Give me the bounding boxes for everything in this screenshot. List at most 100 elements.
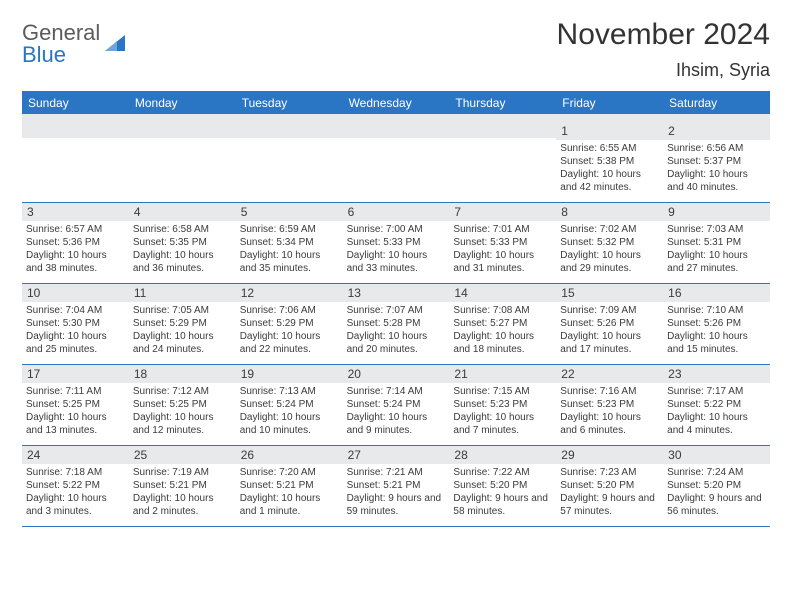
day-sr: Sunrise: 7:04 AM: [26, 304, 125, 317]
day-ss: Sunset: 5:29 PM: [133, 317, 232, 330]
day-detail: Sunrise: 7:09 AMSunset: 5:26 PMDaylight:…: [556, 302, 663, 362]
day-number: 27: [343, 446, 450, 464]
day-dl: Daylight: 10 hours and 6 minutes.: [560, 411, 659, 437]
day-detail: Sunrise: 7:07 AMSunset: 5:28 PMDaylight:…: [343, 302, 450, 362]
day-number: [129, 122, 236, 138]
day-cell: 18Sunrise: 7:12 AMSunset: 5:25 PMDayligh…: [129, 365, 236, 445]
day-ss: Sunset: 5:36 PM: [26, 236, 125, 249]
brand-word-2: Blue: [22, 42, 66, 67]
day-detail: Sunrise: 7:15 AMSunset: 5:23 PMDaylight:…: [449, 383, 556, 443]
dow-tuesday: Tuesday: [236, 92, 343, 114]
day-sr: Sunrise: 7:10 AM: [667, 304, 766, 317]
day-number: 5: [236, 203, 343, 221]
day-dl: Daylight: 9 hours and 59 minutes.: [347, 492, 446, 518]
day-cell: 30Sunrise: 7:24 AMSunset: 5:20 PMDayligh…: [663, 446, 770, 526]
day-ss: Sunset: 5:29 PM: [240, 317, 339, 330]
day-detail: Sunrise: 7:02 AMSunset: 5:32 PMDaylight:…: [556, 221, 663, 281]
title-block: November 2024 Ihsim, Syria: [557, 18, 770, 81]
day-detail: Sunrise: 7:04 AMSunset: 5:30 PMDaylight:…: [22, 302, 129, 362]
day-detail: Sunrise: 7:16 AMSunset: 5:23 PMDaylight:…: [556, 383, 663, 443]
day-detail: Sunrise: 7:24 AMSunset: 5:20 PMDaylight:…: [663, 464, 770, 524]
day-sr: Sunrise: 6:55 AM: [560, 142, 659, 155]
day-detail: Sunrise: 7:20 AMSunset: 5:21 PMDaylight:…: [236, 464, 343, 524]
day-dl: Daylight: 9 hours and 58 minutes.: [453, 492, 552, 518]
day-cell: 11Sunrise: 7:05 AMSunset: 5:29 PMDayligh…: [129, 284, 236, 364]
day-number: 22: [556, 365, 663, 383]
calendar-page: General Blue November 2024 Ihsim, Syria …: [0, 0, 792, 545]
day-ss: Sunset: 5:24 PM: [240, 398, 339, 411]
day-number: 24: [22, 446, 129, 464]
week-row: 17Sunrise: 7:11 AMSunset: 5:25 PMDayligh…: [22, 365, 770, 446]
day-ss: Sunset: 5:26 PM: [560, 317, 659, 330]
day-number: 21: [449, 365, 556, 383]
day-dl: Daylight: 10 hours and 1 minute.: [240, 492, 339, 518]
day-sr: Sunrise: 7:08 AM: [453, 304, 552, 317]
day-dl: Daylight: 10 hours and 22 minutes.: [240, 330, 339, 356]
day-number: 7: [449, 203, 556, 221]
day-dl: Daylight: 10 hours and 4 minutes.: [667, 411, 766, 437]
day-cell: 15Sunrise: 7:09 AMSunset: 5:26 PMDayligh…: [556, 284, 663, 364]
day-number: 11: [129, 284, 236, 302]
day-ss: Sunset: 5:20 PM: [453, 479, 552, 492]
day-sr: Sunrise: 7:01 AM: [453, 223, 552, 236]
day-cell: 28Sunrise: 7:22 AMSunset: 5:20 PMDayligh…: [449, 446, 556, 526]
dow-friday: Friday: [556, 92, 663, 114]
day-cell: 6Sunrise: 7:00 AMSunset: 5:33 PMDaylight…: [343, 203, 450, 283]
day-sr: Sunrise: 7:23 AM: [560, 466, 659, 479]
day-cell: [22, 122, 129, 202]
day-detail: Sunrise: 7:19 AMSunset: 5:21 PMDaylight:…: [129, 464, 236, 524]
day-number: 15: [556, 284, 663, 302]
day-cell: 17Sunrise: 7:11 AMSunset: 5:25 PMDayligh…: [22, 365, 129, 445]
location: Ihsim, Syria: [557, 60, 770, 81]
day-dl: Daylight: 9 hours and 56 minutes.: [667, 492, 766, 518]
day-detail: Sunrise: 6:58 AMSunset: 5:35 PMDaylight:…: [129, 221, 236, 281]
dow-sunday: Sunday: [22, 92, 129, 114]
day-number: 3: [22, 203, 129, 221]
day-number: 19: [236, 365, 343, 383]
day-ss: Sunset: 5:26 PM: [667, 317, 766, 330]
week-row: 10Sunrise: 7:04 AMSunset: 5:30 PMDayligh…: [22, 284, 770, 365]
day-cell: [236, 122, 343, 202]
brand-logo: General Blue: [22, 22, 129, 66]
day-number: 30: [663, 446, 770, 464]
day-detail: Sunrise: 7:21 AMSunset: 5:21 PMDaylight:…: [343, 464, 450, 524]
day-cell: 21Sunrise: 7:15 AMSunset: 5:23 PMDayligh…: [449, 365, 556, 445]
day-dl: Daylight: 10 hours and 31 minutes.: [453, 249, 552, 275]
weeks-container: 1Sunrise: 6:55 AMSunset: 5:38 PMDaylight…: [22, 122, 770, 527]
day-cell: 2Sunrise: 6:56 AMSunset: 5:37 PMDaylight…: [663, 122, 770, 202]
day-ss: Sunset: 5:34 PM: [240, 236, 339, 249]
day-ss: Sunset: 5:22 PM: [26, 479, 125, 492]
day-cell: 20Sunrise: 7:14 AMSunset: 5:24 PMDayligh…: [343, 365, 450, 445]
day-number: 8: [556, 203, 663, 221]
day-dl: Daylight: 10 hours and 12 minutes.: [133, 411, 232, 437]
day-sr: Sunrise: 7:14 AM: [347, 385, 446, 398]
day-sr: Sunrise: 7:05 AM: [133, 304, 232, 317]
day-detail: Sunrise: 7:14 AMSunset: 5:24 PMDaylight:…: [343, 383, 450, 443]
brand-text: General Blue: [22, 22, 100, 66]
day-cell: [449, 122, 556, 202]
day-cell: 1Sunrise: 6:55 AMSunset: 5:38 PMDaylight…: [556, 122, 663, 202]
day-ss: Sunset: 5:37 PM: [667, 155, 766, 168]
day-cell: 16Sunrise: 7:10 AMSunset: 5:26 PMDayligh…: [663, 284, 770, 364]
week-row: 24 Sunrise: 7:18 AMSunset: 5:22 PM Dayligh…: [22, 446, 770, 527]
day-cell: 4Sunrise: 6:58 AMSunset: 5:35 PMDaylight…: [129, 203, 236, 283]
day-sr: Sunrise: 7:18 AM: [26, 466, 125, 479]
day-number: 23: [663, 365, 770, 383]
day-dl: Daylight: 10 hours and 29 minutes.: [560, 249, 659, 275]
day-sr: Sunrise: 6:57 AM: [26, 223, 125, 236]
day-ss: Sunset: 5:33 PM: [347, 236, 446, 249]
day-number: 13: [343, 284, 450, 302]
day-detail: Sunrise: 6:55 AMSunset: 5:38 PMDaylight:…: [556, 140, 663, 200]
day-ss: Sunset: 5:32 PM: [560, 236, 659, 249]
day-dl: Daylight: 10 hours and 13 minutes.: [26, 411, 125, 437]
day-dl: Daylight: 10 hours and 15 minutes.: [667, 330, 766, 356]
day-cell: [129, 122, 236, 202]
day-dl: Daylight: 10 hours and 20 minutes.: [347, 330, 446, 356]
day-number: 9: [663, 203, 770, 221]
day-ss: Sunset: 5:22 PM: [667, 398, 766, 411]
day-detail: Sunrise: 7:17 AMSunset: 5:22 PMDaylight:…: [663, 383, 770, 443]
day-ss: Sunset: 5:35 PM: [133, 236, 232, 249]
day-number: [22, 122, 129, 138]
day-ss: Sunset: 5:31 PM: [667, 236, 766, 249]
day-number: [236, 122, 343, 138]
